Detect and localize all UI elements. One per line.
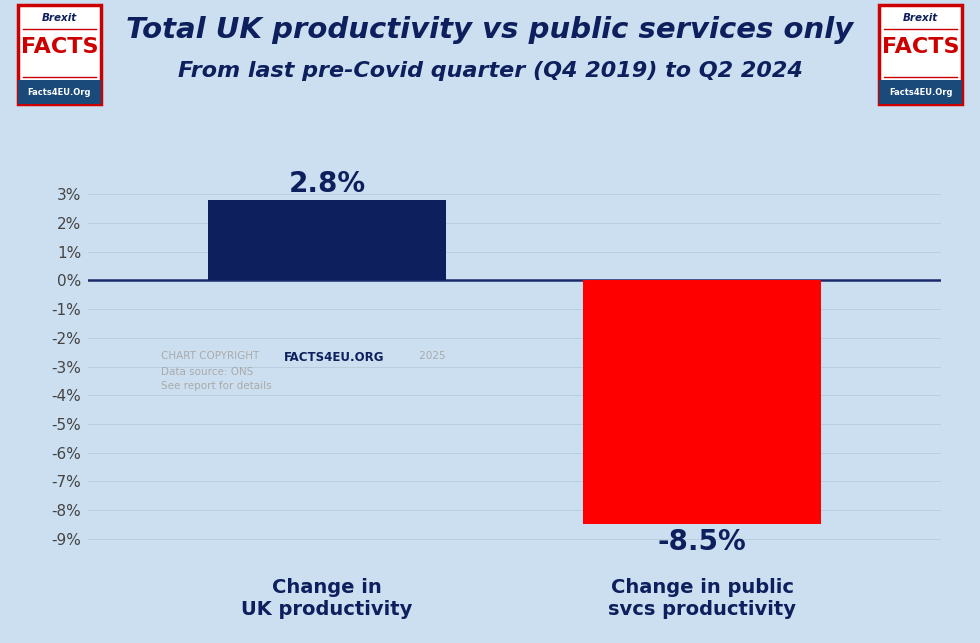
Text: Facts4EU.Org: Facts4EU.Org (27, 87, 91, 96)
Text: 2.8%: 2.8% (288, 170, 366, 198)
Text: Brexit: Brexit (42, 13, 76, 23)
Bar (208, 200, 446, 280)
Text: CHART COPYRIGHT: CHART COPYRIGHT (161, 350, 263, 361)
Text: Total UK productivity vs public services only: Total UK productivity vs public services… (126, 16, 854, 44)
Text: -8.5%: -8.5% (658, 528, 747, 556)
Text: FACTS4EU.ORG: FACTS4EU.ORG (284, 350, 385, 364)
Bar (583, 280, 821, 524)
Text: 2025: 2025 (416, 350, 446, 361)
Text: Data source: ONS: Data source: ONS (161, 367, 253, 377)
Text: See report for details: See report for details (161, 381, 271, 391)
Text: Facts4EU.Org: Facts4EU.Org (889, 87, 953, 96)
Text: From last pre-Covid quarter (Q4 2019) to Q2 2024: From last pre-Covid quarter (Q4 2019) to… (177, 61, 803, 81)
Text: FACTS: FACTS (21, 37, 98, 57)
Text: FACTS: FACTS (882, 37, 959, 57)
Text: Brexit: Brexit (904, 13, 938, 23)
